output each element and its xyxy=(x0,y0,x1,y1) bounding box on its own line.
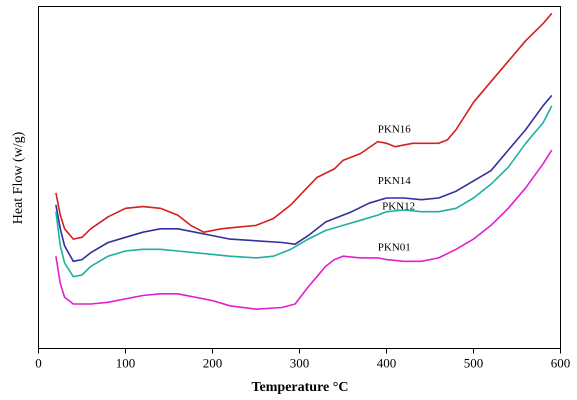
x-tick-label: 100 xyxy=(116,356,136,371)
series-label-pkn12: PKN12 xyxy=(382,200,415,212)
x-tick-label: 200 xyxy=(203,356,223,371)
series-line-pkn16 xyxy=(55,12,553,240)
series-line-pkn12 xyxy=(55,105,553,278)
x-tick-label: 400 xyxy=(377,356,397,371)
x-axis-title: Temperature °C xyxy=(252,380,349,395)
x-tick-label: 300 xyxy=(290,356,310,371)
x-tick-label: 0 xyxy=(35,356,42,371)
y-axis-title: Heat Flow (w/g) xyxy=(11,131,26,224)
x-axis-ticks: 0 100 200 300 400 500 600 xyxy=(35,348,571,371)
series-label-pkn01: PKN01 xyxy=(378,241,411,253)
x-tick-label: 600 xyxy=(551,356,571,371)
series-line-pkn01 xyxy=(55,149,553,310)
series-layer xyxy=(55,12,553,310)
x-tick-label: 500 xyxy=(464,356,484,371)
series-label-pkn14: PKN14 xyxy=(378,175,412,187)
series-label-layer: PKN16 PKN14 PKN12 PKN01 xyxy=(378,123,415,253)
series-label-pkn16: PKN16 xyxy=(378,123,412,135)
series-line-pkn14 xyxy=(55,94,553,263)
